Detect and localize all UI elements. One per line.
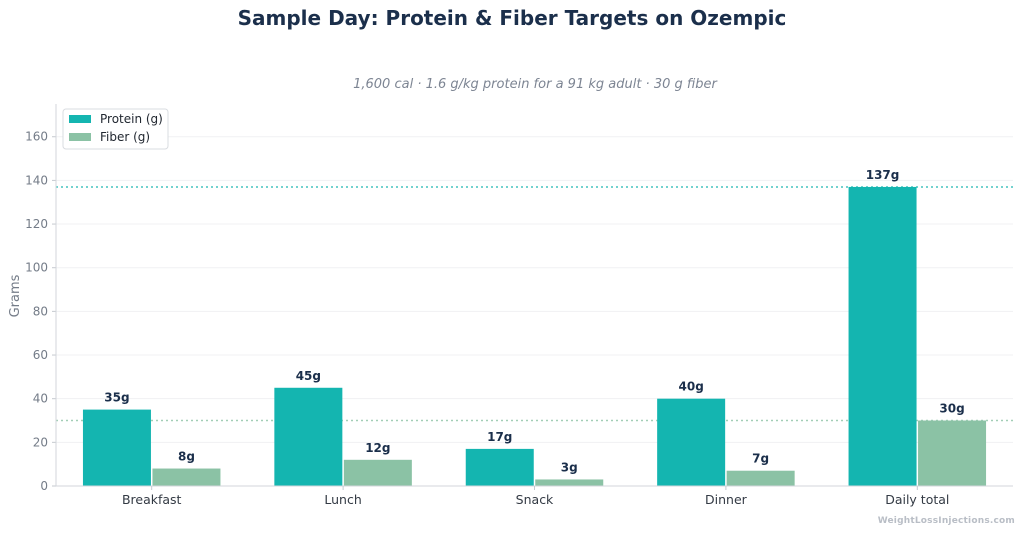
watermark: WeightLossInjections.com	[877, 516, 1015, 526]
legend-entry[interactable]: Fiber (g)	[100, 130, 150, 144]
labels: 0 20 40 60 80 100 120 140 160 35g 8g Breakfast 45g 12…	[25, 130, 965, 507]
bar-value-label: 12g	[365, 441, 390, 455]
bar-fiber[interactable]	[152, 468, 221, 486]
x-category-label: Dinner	[705, 492, 748, 507]
bar-value-label: 7g	[752, 452, 769, 466]
bar-value-label: 40g	[679, 380, 704, 394]
bar-value-label: 8g	[178, 450, 195, 464]
bar-value-label: 30g	[939, 402, 964, 416]
legend-swatch	[69, 133, 91, 141]
bar-fiber[interactable]	[726, 470, 795, 486]
y-tick-label: 160	[25, 130, 48, 144]
bar-fiber[interactable]	[343, 459, 412, 486]
x-category-label: Lunch	[324, 492, 361, 507]
bar-protein[interactable]	[274, 387, 343, 486]
y-axis-title: Grams	[8, 274, 23, 317]
bar-value-label: 137g	[866, 168, 900, 182]
legend[interactable]: Protein (g) Fiber (g)	[62, 108, 169, 150]
x-category-label: Breakfast	[122, 492, 182, 507]
y-tick-label: 40	[33, 392, 48, 406]
bar-fiber[interactable]	[918, 420, 987, 486]
y-tick-label: 140	[25, 173, 48, 187]
y-tick-label: 0	[40, 479, 48, 493]
y-tick-label: 100	[25, 261, 48, 275]
bar-fiber[interactable]	[535, 479, 604, 486]
legend-entry[interactable]: Protein (g)	[100, 112, 163, 126]
bar-protein[interactable]	[848, 186, 917, 486]
bar-protein[interactable]	[82, 409, 151, 486]
x-category-label: Snack	[516, 492, 554, 507]
axes	[52, 104, 1013, 490]
x-category-label: Daily total	[885, 492, 949, 507]
chart-title: Sample Day: Protein & Fiber Targets on O…	[237, 6, 787, 30]
y-tick-label: 20	[33, 435, 48, 449]
bar-value-label: 45g	[296, 369, 321, 383]
y-tick-label: 60	[33, 348, 48, 362]
y-tick-label: 120	[25, 217, 48, 231]
bar-value-label: 17g	[487, 430, 512, 444]
y-tick-label: 80	[33, 304, 48, 318]
chart-subtitle: 1,600 cal · 1.6 g/kg protein for a 91 kg…	[353, 77, 717, 92]
bar-protein[interactable]	[465, 448, 534, 486]
bar-value-label: 3g	[561, 460, 578, 474]
bar-value-label: 35g	[104, 391, 129, 405]
bar-protein[interactable]	[657, 398, 726, 486]
legend-swatch	[69, 115, 91, 123]
bars	[82, 186, 987, 486]
